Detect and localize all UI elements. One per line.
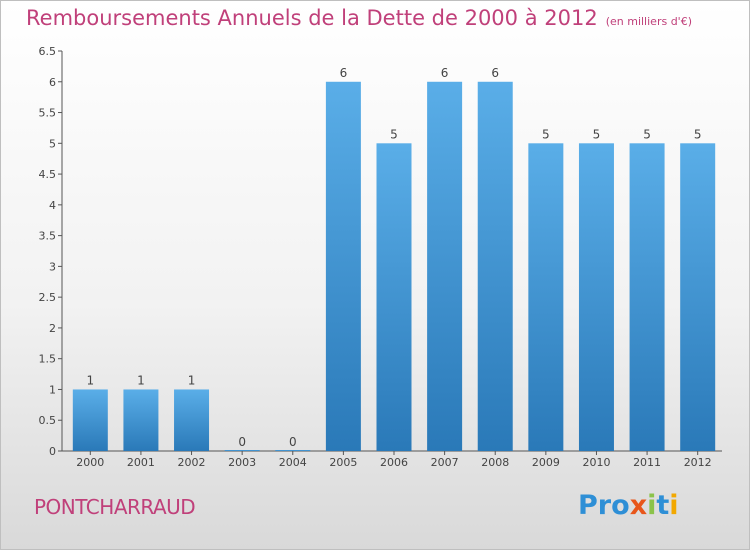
data-label: 0 [289, 435, 297, 449]
data-label: 5 [643, 127, 651, 141]
y-tick-label: 1.5 [39, 353, 57, 366]
bar [123, 389, 159, 451]
y-tick-label: 0 [49, 445, 56, 458]
data-label: 6 [491, 66, 499, 80]
y-tick-label: 2 [49, 322, 56, 335]
bar [477, 81, 513, 452]
y-tick-label: 1 [49, 383, 56, 396]
bar [325, 81, 361, 452]
data-label: 0 [238, 435, 246, 449]
x-tick-label: 2004 [279, 456, 307, 469]
labels-group: 1 1 1 0 0 6 5 6 6 5 5 5 5 [86, 66, 701, 449]
y-tick-label: 6 [49, 76, 56, 89]
bar [629, 143, 665, 452]
data-label: 5 [542, 127, 550, 141]
data-label: 6 [340, 66, 348, 80]
x-tick-label: 2002 [178, 456, 206, 469]
data-label: 1 [188, 373, 196, 387]
data-label: 1 [86, 373, 94, 387]
y-tick-label: 2.5 [39, 291, 57, 304]
bar [680, 143, 716, 452]
bar [224, 450, 260, 451]
y-tick-label: 4 [49, 199, 56, 212]
x-tick-label: 2006 [380, 456, 408, 469]
logo-letter: t [656, 490, 670, 521]
logo-letter: o [611, 490, 630, 521]
logo-letter: P [578, 490, 598, 521]
data-label: 1 [137, 373, 145, 387]
data-label: 6 [441, 66, 449, 80]
bar [578, 143, 614, 452]
y-tick-label: 4.5 [39, 168, 57, 181]
y-tick-label: 5.5 [39, 107, 57, 120]
x-tick-label: 2003 [228, 456, 256, 469]
axes: 0 0.5 1 1.5 2 2.5 3 3.5 4 4.5 5 5.5 6 6.5 2000 2001 2002… [39, 45, 722, 469]
chart-unit: (en milliers d'€) [605, 15, 692, 28]
chart-title: Remboursements Annuels de la Dette de 20… [26, 6, 692, 30]
x-tick-label: 2010 [582, 456, 610, 469]
y-tick-label: 5 [49, 137, 56, 150]
y-tick-label: 3.5 [39, 230, 57, 243]
bar [72, 389, 108, 451]
proxiti-logo[interactable]: Proxiti [578, 490, 679, 521]
bars-group [72, 81, 716, 452]
x-tick-label: 2005 [329, 456, 357, 469]
data-label: 5 [593, 127, 601, 141]
bar [528, 143, 564, 452]
y-tick-label: 3 [49, 260, 56, 273]
x-tick-label: 2012 [684, 456, 712, 469]
logo-letter: x [629, 490, 648, 521]
data-label: 5 [694, 127, 702, 141]
x-tick-label: 2011 [633, 456, 661, 469]
commune-name: PONTCHARRAUD [34, 495, 196, 519]
x-tick-label: 2009 [532, 456, 560, 469]
x-tick-label: 2007 [431, 456, 459, 469]
bar [174, 389, 210, 451]
bar [275, 450, 311, 451]
logo-letter: i [669, 490, 679, 521]
y-tick-label: 6.5 [39, 45, 57, 58]
x-tick-label: 2000 [76, 456, 104, 469]
bar [376, 143, 412, 452]
logo-letter: i [647, 490, 657, 521]
chart-title-text: Remboursements Annuels de la Dette de 20… [26, 6, 598, 30]
x-tick-label: 2008 [481, 456, 509, 469]
data-label: 5 [390, 127, 398, 141]
x-tick-label: 2001 [127, 456, 155, 469]
y-tick-label: 0.5 [39, 414, 57, 427]
bar [427, 81, 463, 452]
logo-letter: r [597, 490, 612, 521]
